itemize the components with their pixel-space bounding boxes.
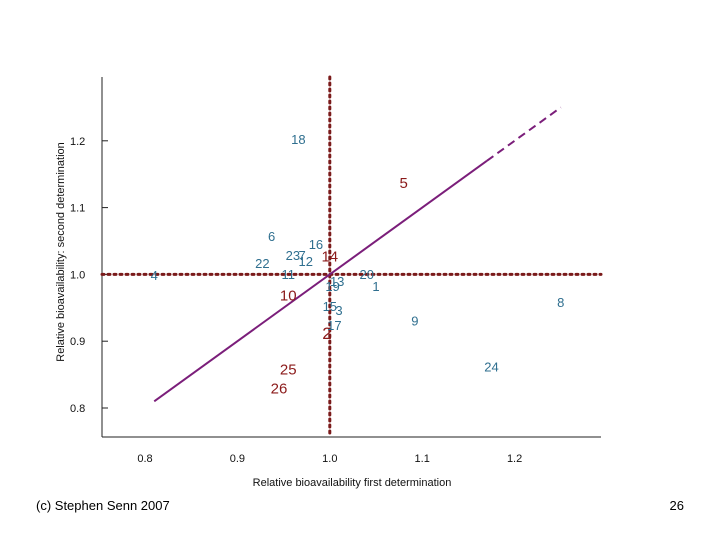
reference-lines [100,75,603,439]
axes [101,77,601,438]
x-tick-label: 0.8 [137,453,152,465]
point-label-1: 1 [372,279,379,294]
tick-labels: 0.8 0.9 1.0 1.1 1.2 0.8 0.9 1.0 1.1 1.2 [70,136,522,465]
x-tick-label: 1.0 [322,453,337,465]
x-axis-label: Relative bioavailability first determina… [253,477,452,489]
page-number: 26 [669,498,684,513]
data-points: 1234567891011121314151617181920222324252… [151,132,565,397]
x-tick-label: 1.2 [507,453,522,465]
x-tick-label: 0.9 [230,453,245,465]
point-label-16: 16 [309,237,323,252]
copyright-text: (c) Stephen Senn 2007 [36,498,170,513]
point-label-17: 17 [327,318,341,333]
point-label-26: 26 [271,380,288,397]
point-label-13: 13 [330,274,344,289]
point-label-14: 14 [321,249,338,266]
point-label-11: 11 [281,267,295,282]
point-label-8: 8 [557,295,564,310]
point-label-4: 4 [151,268,158,283]
point-label-25: 25 [280,362,297,379]
point-label-7: 7 [298,248,305,263]
point-label-23: 23 [286,248,300,263]
point-label-18: 18 [291,132,305,147]
point-label-10: 10 [280,287,297,304]
point-label-20: 20 [360,267,374,282]
y-tick-label: 1.2 [70,136,85,148]
point-label-2: 2 [322,324,331,343]
y-tick-label: 0.9 [70,336,85,348]
fit-line-dashed [486,106,562,162]
y-tick-label: 1.1 [70,203,85,215]
point-label-22: 22 [255,256,269,271]
y-tick-label: 1.0 [70,269,85,281]
point-label-6: 6 [268,229,275,244]
point-label-3: 3 [335,303,342,318]
point-label-24: 24 [484,359,498,374]
fit-line-solid [153,160,488,403]
fit-line [153,106,562,403]
point-label-5: 5 [400,175,408,192]
y-tick-label: 0.8 [70,403,85,415]
x-tick-label: 1.1 [415,453,430,465]
y-axis-label: Relative bioavailability: second determi… [55,142,67,362]
point-label-15: 15 [323,299,337,314]
point-label-19: 19 [325,279,339,294]
point-label-12: 12 [299,254,313,269]
point-label-9: 9 [411,313,418,328]
